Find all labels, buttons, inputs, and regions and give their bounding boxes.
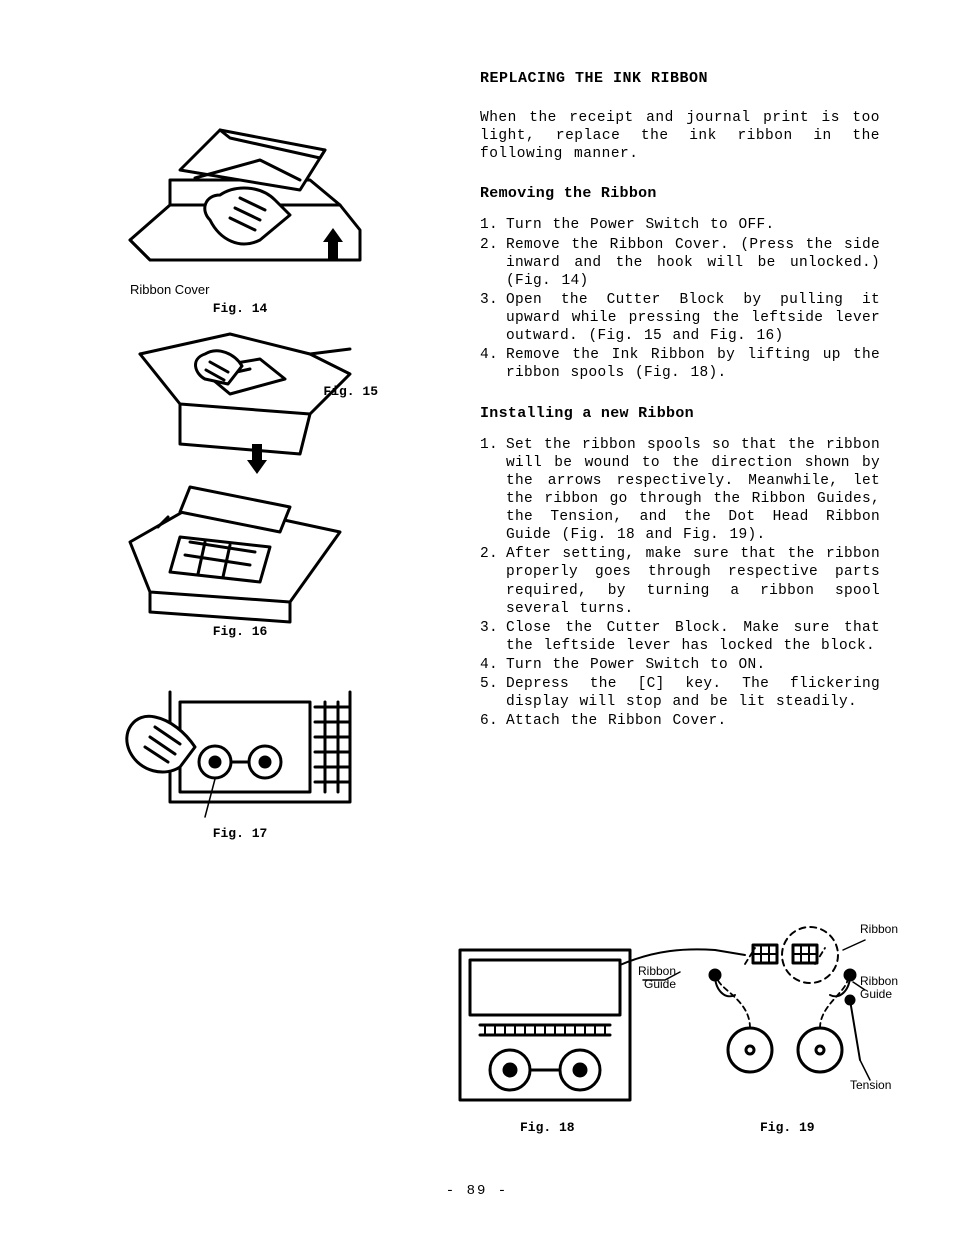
removing-step: Turn the Power Switch to OFF. <box>480 216 880 234</box>
fig14-label: Fig. 14 <box>110 301 370 316</box>
removing-steps: Turn the Power Switch to OFF. Remove the… <box>480 216 880 382</box>
manual-page: Ribbon Cover Fig. 14 <box>0 0 954 1239</box>
figure-column: Ribbon Cover Fig. 14 <box>110 110 410 849</box>
fig14-caption: Ribbon Cover <box>130 282 370 297</box>
removing-step: Remove the Ink Ribbon by lifting up the … <box>480 346 880 382</box>
fig19-label: Fig. 19 <box>760 1120 815 1135</box>
bottom-figures: RibbonGuide Ribbon RibbonGuide Tension F… <box>455 920 895 1150</box>
ribbon-guide-label-right: RibbonGuide <box>860 975 898 1001</box>
figure-17: Fig. 17 <box>110 672 370 841</box>
installing-title: Installing a new Ribbon <box>480 405 880 422</box>
fig18-label: Fig. 18 <box>520 1120 575 1135</box>
fig17-label: Fig. 17 <box>110 826 370 841</box>
fig15-label: Fig. 15 <box>323 384 378 399</box>
figure-16: Fig. 16 <box>110 482 370 639</box>
installing-step: After setting, make sure that the ribbon… <box>480 545 880 618</box>
installing-step: Set the ribbon spools so that the ribbon… <box>480 436 880 545</box>
tension-label: Tension <box>850 1078 891 1092</box>
installing-step: Close the Cutter Block. Make sure that t… <box>480 619 880 655</box>
fig16-label: Fig. 16 <box>110 624 370 639</box>
intro-paragraph: When the receipt and journal print is to… <box>480 109 880 163</box>
ribbon-label: Ribbon <box>860 922 898 936</box>
ribbon-guide-label-left: RibbonGuide <box>638 965 676 991</box>
installing-step: Turn the Power Switch to ON. <box>480 656 880 674</box>
removing-step: Open the Cutter Block by pulling it upwa… <box>480 291 880 345</box>
main-title: REPLACING THE INK RIBBON <box>480 70 880 87</box>
figure-14: Ribbon Cover Fig. 14 <box>110 110 370 316</box>
installing-step: Attach the Ribbon Cover. <box>480 712 880 730</box>
figure-15: Fig. 15 <box>110 324 370 474</box>
text-column: REPLACING THE INK RIBBON When the receip… <box>480 70 880 753</box>
removing-step: Remove the Ribbon Cover. (Press the side… <box>480 236 880 290</box>
installing-steps: Set the ribbon spools so that the ribbon… <box>480 436 880 731</box>
removing-title: Removing the Ribbon <box>480 185 880 202</box>
installing-step: Depress the [C] key. The flickering disp… <box>480 675 880 711</box>
page-number: - 89 - <box>0 1183 954 1199</box>
